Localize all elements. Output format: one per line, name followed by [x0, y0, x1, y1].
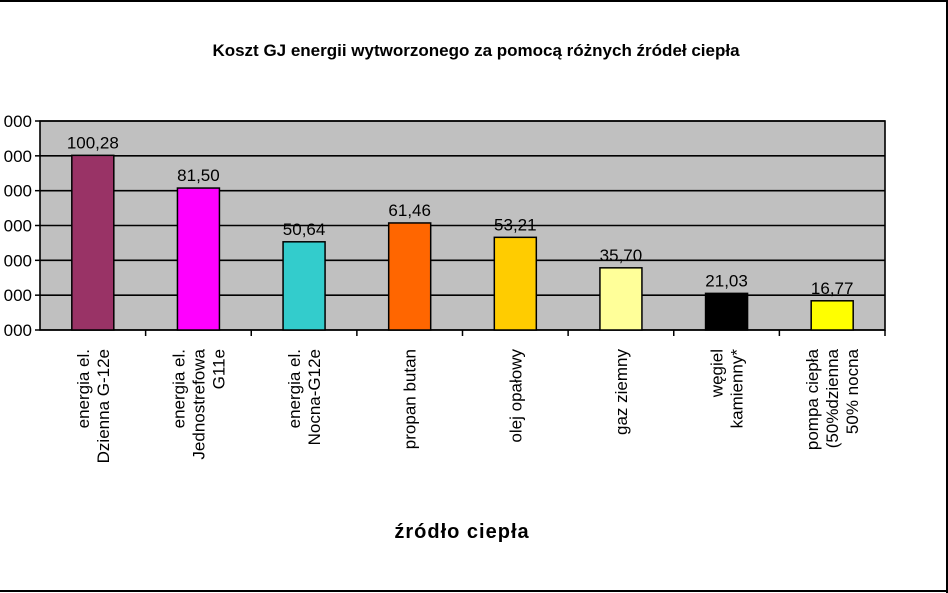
bar	[176, 187, 221, 331]
x-category-label: energia el. Nocna-G12e	[285, 349, 324, 445]
image-frame-top	[0, 0, 948, 2]
x-category-label: energia el. Dzienna G-12e	[74, 349, 113, 463]
y-tick-label: 000	[4, 147, 32, 166]
x-tick-label: pompa ciepła	[803, 348, 822, 450]
data-label: 16,77	[811, 279, 854, 298]
bar	[704, 292, 749, 331]
data-label: 100,28	[67, 133, 119, 152]
x-tick-label: Dzienna G-12e	[94, 349, 113, 463]
x-tick-label: olej opałowy	[506, 349, 525, 443]
bar	[810, 300, 854, 331]
y-tick-label: 000	[4, 321, 32, 340]
x-tick-label: energia el.	[169, 349, 188, 428]
bar	[493, 236, 538, 331]
y-tick-label: 000	[4, 251, 32, 270]
data-label: 61,46	[388, 201, 431, 220]
y-tick-label: 000	[4, 286, 32, 305]
x-category-label: propan butan	[401, 349, 420, 449]
x-tick-label: 50% nocna	[843, 348, 862, 434]
y-tick-label: 000	[4, 182, 32, 201]
x-tick-label: węgiel	[708, 349, 727, 398]
x-tick-label: gaz ziemny	[612, 349, 631, 435]
x-category-label: energia el. Jednostrefowa G11e	[169, 348, 228, 459]
x-category-label: pompa ciepła (50%dzienna 50% nocna	[803, 348, 862, 450]
data-label: 81,50	[177, 166, 220, 185]
x-tick-label: kamienny*	[728, 349, 747, 429]
x-tick-label: propan butan	[401, 349, 420, 449]
bar	[282, 241, 326, 331]
bar	[387, 222, 432, 331]
x-axis-title: źródło ciepła	[394, 521, 529, 543]
y-tick-label: 000	[4, 217, 32, 236]
x-category-label: gaz ziemny	[612, 349, 631, 435]
data-label: 50,64	[283, 220, 326, 239]
x-tick-label: G11e	[209, 349, 228, 389]
data-label: 35,70	[600, 246, 643, 265]
data-label: 21,03	[705, 271, 748, 290]
x-tick-label: Nocna-G12e	[305, 349, 324, 445]
chart-title: Koszt GJ energii wytworzonego za pomocą …	[212, 41, 740, 60]
bar	[71, 154, 115, 331]
x-tick-label: (50%dzienna	[823, 348, 842, 448]
image-frame-right	[946, 0, 948, 593]
x-category-label: olej opałowy	[506, 349, 525, 443]
x-category-label: węgiel kamienny*	[708, 349, 747, 429]
x-tick-label: energia el.	[74, 349, 93, 428]
x-tick-label: Jednostrefowa	[189, 348, 208, 459]
x-tick-label: energia el.	[285, 349, 304, 428]
bar	[599, 267, 643, 331]
data-label: 53,21	[494, 215, 537, 234]
image-frame-bottom	[0, 590, 948, 592]
y-tick-label: 000	[4, 112, 32, 131]
